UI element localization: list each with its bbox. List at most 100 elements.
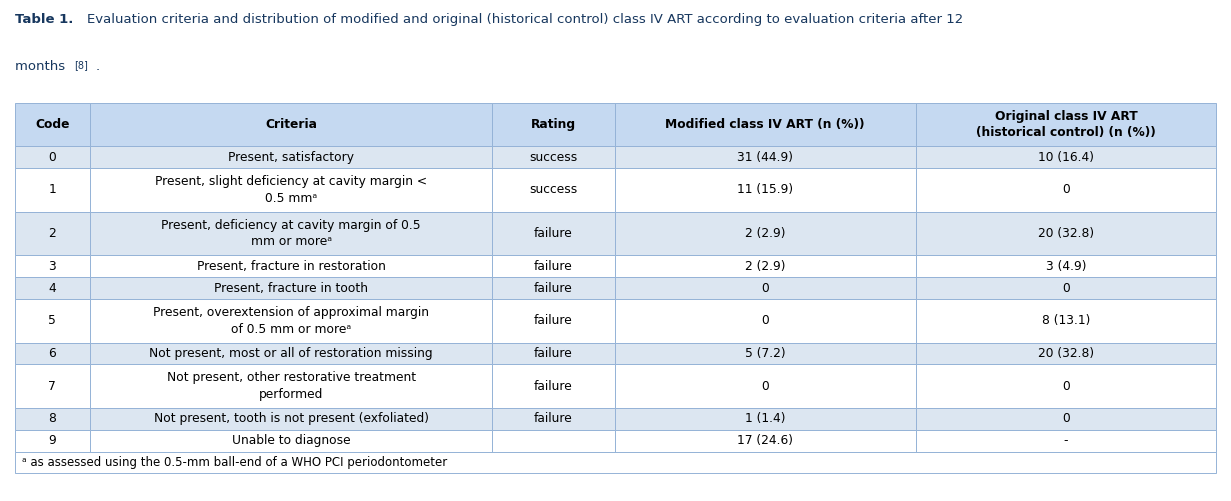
Text: 20 (32.8): 20 (32.8) xyxy=(1038,227,1094,240)
Text: 0: 0 xyxy=(761,282,769,295)
Bar xyxy=(614,299,916,343)
Bar xyxy=(916,212,1216,256)
Bar xyxy=(916,343,1216,364)
Bar xyxy=(916,146,1216,168)
Text: Present, fracture in tooth: Present, fracture in tooth xyxy=(214,282,368,295)
Bar xyxy=(614,364,916,408)
Text: 5: 5 xyxy=(48,314,57,327)
Bar xyxy=(492,103,614,146)
Text: Modified class IV ART (n (%)): Modified class IV ART (n (%)) xyxy=(666,118,865,131)
Text: 2 (2.9): 2 (2.9) xyxy=(745,227,785,240)
Bar xyxy=(614,103,916,146)
Bar xyxy=(916,277,1216,299)
Text: 0: 0 xyxy=(48,151,57,164)
Bar xyxy=(90,408,492,430)
Bar xyxy=(15,451,1216,473)
Bar xyxy=(916,430,1216,451)
Text: 0: 0 xyxy=(1062,412,1070,425)
Bar xyxy=(15,146,90,168)
Bar xyxy=(614,277,916,299)
Text: 2: 2 xyxy=(48,227,57,240)
Text: Present, slight deficiency at cavity margin <
0.5 mmᵃ: Present, slight deficiency at cavity mar… xyxy=(155,175,427,205)
Text: Present, fracture in restoration: Present, fracture in restoration xyxy=(197,260,385,273)
Bar xyxy=(614,343,916,364)
Bar xyxy=(15,430,90,451)
Text: 0: 0 xyxy=(1062,380,1070,393)
Text: 17 (24.6): 17 (24.6) xyxy=(737,434,793,447)
Bar xyxy=(492,408,614,430)
Text: failure: failure xyxy=(534,412,572,425)
Text: Original class IV ART
(historical control) (n (%)): Original class IV ART (historical contro… xyxy=(976,110,1156,139)
Bar xyxy=(492,299,614,343)
Text: Rating: Rating xyxy=(531,118,576,131)
Text: 10 (16.4): 10 (16.4) xyxy=(1038,151,1094,164)
Text: success: success xyxy=(529,151,577,164)
Bar xyxy=(90,212,492,256)
Bar xyxy=(90,364,492,408)
Text: Unable to diagnose: Unable to diagnose xyxy=(231,434,351,447)
Bar xyxy=(614,256,916,277)
Bar xyxy=(15,299,90,343)
Bar xyxy=(90,103,492,146)
Bar xyxy=(90,430,492,451)
Bar xyxy=(90,168,492,212)
Text: [8]: [8] xyxy=(74,60,87,70)
Bar xyxy=(614,430,916,451)
Bar xyxy=(90,256,492,277)
Text: -: - xyxy=(1064,434,1069,447)
Bar xyxy=(492,146,614,168)
Bar xyxy=(90,299,492,343)
Text: Not present, tooth is not present (exfoliated): Not present, tooth is not present (exfol… xyxy=(154,412,428,425)
Bar xyxy=(90,146,492,168)
Text: 3: 3 xyxy=(48,260,57,273)
Text: failure: failure xyxy=(534,347,572,360)
Bar xyxy=(614,146,916,168)
Text: success: success xyxy=(529,183,577,196)
Text: Code: Code xyxy=(36,118,70,131)
Bar xyxy=(90,277,492,299)
Text: Criteria: Criteria xyxy=(265,118,318,131)
Bar xyxy=(492,256,614,277)
Bar xyxy=(492,430,614,451)
Text: 1: 1 xyxy=(48,183,57,196)
Text: Present, deficiency at cavity margin of 0.5
mm or moreᵃ: Present, deficiency at cavity margin of … xyxy=(161,219,421,248)
Bar xyxy=(15,343,90,364)
Text: 2 (2.9): 2 (2.9) xyxy=(745,260,785,273)
Bar xyxy=(614,212,916,256)
Bar xyxy=(15,408,90,430)
Text: Not present, most or all of restoration missing: Not present, most or all of restoration … xyxy=(149,347,433,360)
Text: 0: 0 xyxy=(1062,282,1070,295)
Bar xyxy=(492,212,614,256)
Text: 0: 0 xyxy=(761,380,769,393)
Text: 4: 4 xyxy=(48,282,57,295)
Text: Present, overextension of approximal margin
of 0.5 mm or moreᵃ: Present, overextension of approximal mar… xyxy=(153,306,430,336)
Bar xyxy=(15,277,90,299)
Bar xyxy=(15,364,90,408)
Bar xyxy=(90,343,492,364)
Text: Evaluation criteria and distribution of modified and original (historical contro: Evaluation criteria and distribution of … xyxy=(87,13,964,26)
Text: 1 (1.4): 1 (1.4) xyxy=(745,412,785,425)
Text: failure: failure xyxy=(534,314,572,327)
Text: Table 1.: Table 1. xyxy=(15,13,73,26)
Text: 8 (13.1): 8 (13.1) xyxy=(1041,314,1091,327)
Text: 11 (15.9): 11 (15.9) xyxy=(737,183,793,196)
Text: Present, satisfactory: Present, satisfactory xyxy=(228,151,355,164)
Bar xyxy=(916,168,1216,212)
Text: 5 (7.2): 5 (7.2) xyxy=(745,347,785,360)
Text: 7: 7 xyxy=(48,380,57,393)
Text: 31 (44.9): 31 (44.9) xyxy=(737,151,793,164)
Text: 9: 9 xyxy=(48,434,57,447)
Bar xyxy=(492,364,614,408)
Bar xyxy=(614,408,916,430)
Text: months: months xyxy=(15,60,69,73)
Text: 3 (4.9): 3 (4.9) xyxy=(1045,260,1086,273)
Bar xyxy=(916,299,1216,343)
Bar xyxy=(916,364,1216,408)
Text: failure: failure xyxy=(534,260,572,273)
Bar xyxy=(15,256,90,277)
Bar xyxy=(916,103,1216,146)
Bar xyxy=(614,168,916,212)
Bar xyxy=(15,103,90,146)
Bar xyxy=(15,212,90,256)
Text: 0: 0 xyxy=(761,314,769,327)
